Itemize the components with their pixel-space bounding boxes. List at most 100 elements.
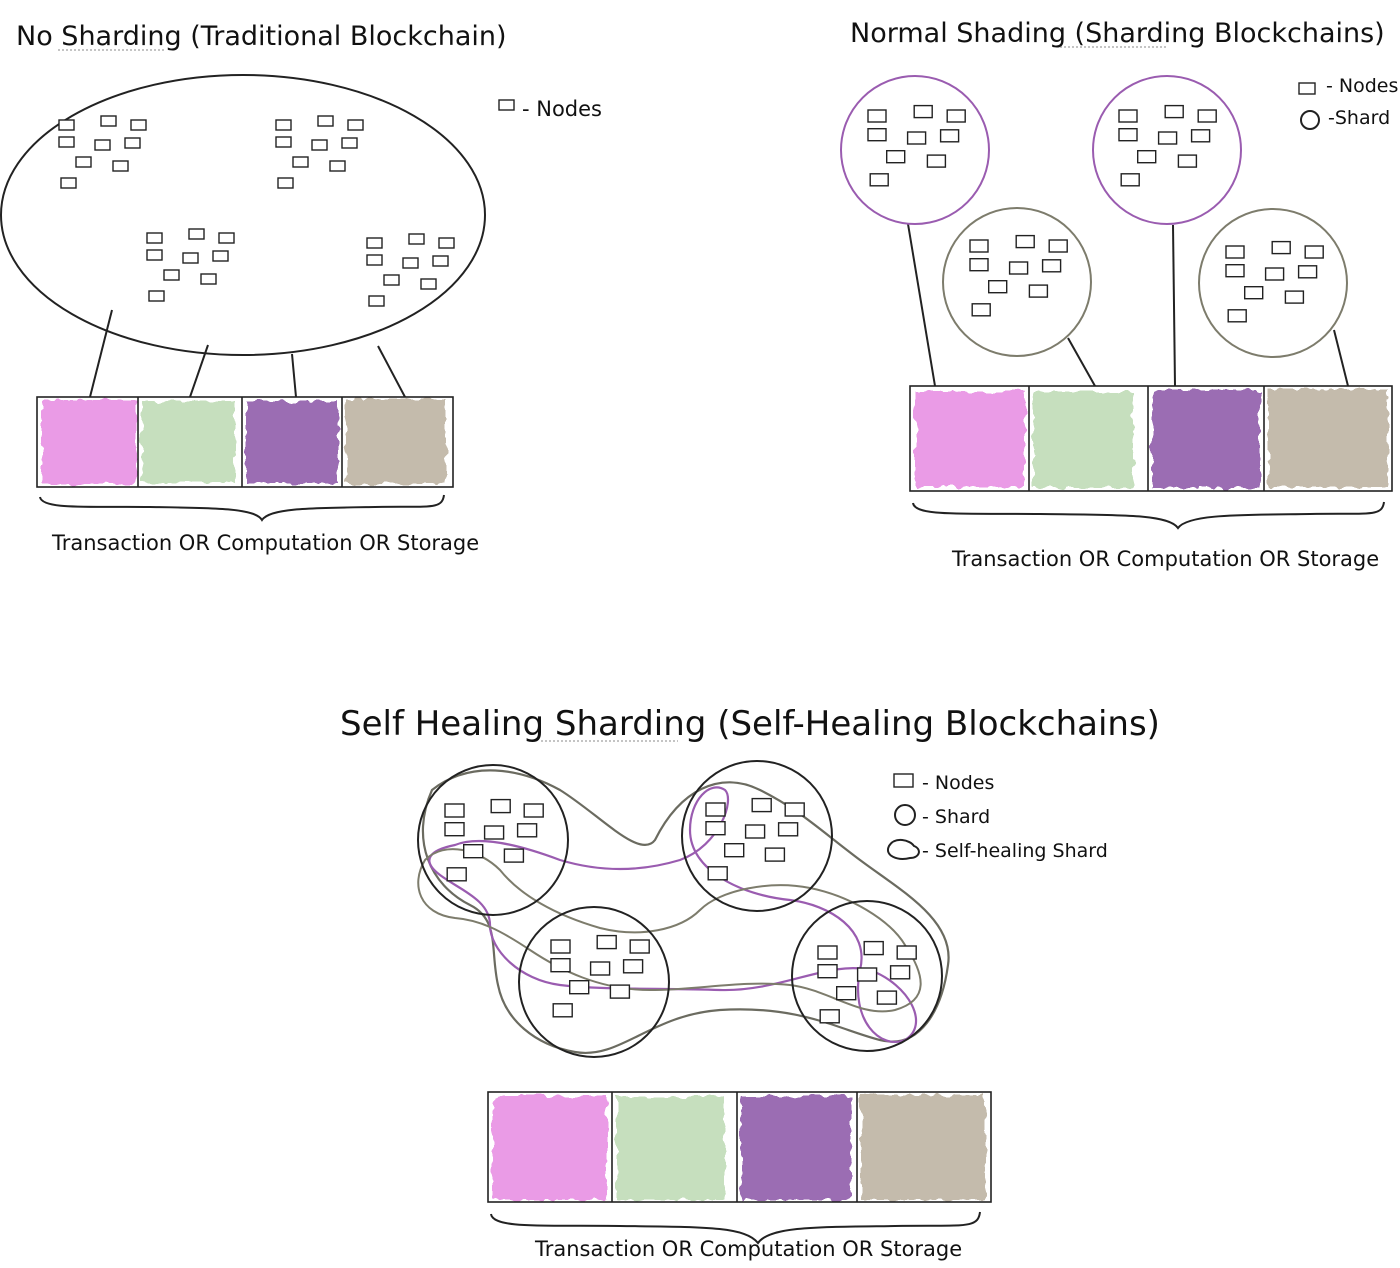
node-icon [1177, 154, 1198, 168]
node-icon [94, 139, 111, 151]
node-icon [867, 127, 887, 142]
node-icon [629, 939, 650, 954]
self-healing-shard-outline [417, 848, 922, 1013]
caption: Transaction OR Computation OR Storage [51, 531, 479, 555]
node-icon [444, 822, 465, 837]
node-icon [483, 825, 505, 840]
shard-circle [942, 207, 1092, 357]
brace [490, 1211, 981, 1245]
node-icon [876, 990, 898, 1005]
block-extra [346, 399, 446, 484]
node-icon [275, 136, 292, 148]
node-icon [988, 280, 1008, 294]
blockchain-bar [36, 396, 454, 488]
node-icon [705, 821, 726, 836]
bar-frame [487, 1091, 992, 1203]
node-icon [1008, 261, 1029, 275]
shard-circle [791, 900, 943, 1052]
node-icon [1157, 131, 1178, 145]
self-healing-shard-outline [428, 786, 918, 1043]
node-icon [368, 295, 385, 307]
node-icon [889, 965, 911, 980]
connector-line [377, 345, 406, 398]
rectangle-icon [498, 99, 515, 111]
node-icon [817, 945, 838, 960]
network-ellipse [0, 74, 486, 356]
node-icon [939, 129, 960, 143]
node-icon [622, 959, 644, 974]
node-icon [1120, 173, 1140, 187]
node-icon [1048, 239, 1068, 253]
node-icon [569, 980, 590, 995]
node-icon [1118, 127, 1138, 142]
node-icon [777, 822, 799, 837]
node-icon [969, 239, 989, 253]
blockchain-bar [909, 385, 1393, 492]
node-icon [200, 273, 217, 285]
node-icon [1243, 286, 1264, 300]
block-storage [1152, 390, 1260, 488]
node-icon [906, 131, 927, 145]
connector-line [291, 353, 297, 398]
node-icon [1190, 129, 1211, 143]
block-computation [1033, 392, 1133, 488]
node-icon [148, 290, 165, 302]
connector-line [1172, 224, 1176, 387]
node-icon [1164, 104, 1184, 119]
block-transaction [915, 391, 1025, 487]
node-icon [503, 848, 525, 863]
node-icon [946, 109, 966, 123]
node-icon [867, 109, 887, 123]
node-icon [146, 249, 163, 261]
node-icon [1197, 109, 1217, 123]
node-icon [724, 843, 745, 858]
node-icon [75, 156, 92, 168]
legend-nodes-label: - Nodes [522, 97, 602, 121]
node-icon [784, 802, 805, 817]
panel-self-healing-title: Self Healing Sharding (Self-Healing Bloc… [340, 704, 1160, 744]
brace [912, 501, 1385, 530]
blockchain-bar [487, 1091, 992, 1203]
panel-normal-sharding: Normal Shading (Sharding Blockchains) - … [840, 18, 1398, 571]
panel-no-sharding: No Sharding (Traditional Blockchain) Tra… [0, 21, 602, 555]
node-icon [60, 177, 77, 189]
block-storage [246, 401, 338, 483]
node-icon [926, 154, 947, 168]
node-icon [112, 160, 129, 172]
node-icon [432, 255, 449, 267]
panel-no-sharding-title: No Sharding (Traditional Blockchain) [16, 21, 507, 52]
panel-normal-sharding-title: Normal Shading (Sharding Blockchains) [850, 18, 1385, 49]
legend-nodes-label: - Nodes [1326, 75, 1398, 97]
node-icon [896, 945, 917, 960]
node-icon [819, 1009, 840, 1024]
node-icon [705, 802, 726, 817]
node-icon [1118, 109, 1138, 123]
node-icon [550, 939, 571, 954]
node-icon [869, 173, 889, 187]
circle-icon [1300, 110, 1320, 130]
block-transaction [42, 400, 137, 484]
connector-line [89, 309, 113, 398]
node-icon [1225, 264, 1245, 278]
node-icon [408, 233, 425, 245]
node-icon [366, 237, 383, 249]
node-icon [341, 137, 358, 149]
node-icon [100, 115, 117, 127]
node-icon [130, 119, 147, 131]
caption: Transaction OR Computation OR Storage [951, 547, 1379, 571]
node-icon [292, 156, 309, 168]
brace [39, 494, 445, 522]
legend-self-healing-label: - Self-healing Shard [922, 840, 1108, 862]
shard-circle [1092, 75, 1242, 225]
node-icon [383, 274, 400, 286]
node-icon [311, 139, 328, 151]
node-icon [971, 303, 991, 317]
bar-frame [36, 396, 454, 488]
node-group [444, 797, 917, 1024]
connector-line [1333, 329, 1349, 387]
node-icon [438, 237, 455, 249]
node-icon [1264, 267, 1285, 281]
node-icon [589, 961, 611, 976]
node-group [58, 115, 455, 307]
